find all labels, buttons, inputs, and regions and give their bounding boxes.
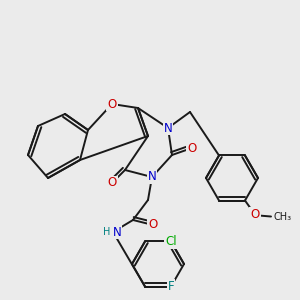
Text: O: O bbox=[188, 142, 196, 154]
Text: O: O bbox=[107, 98, 117, 110]
Text: Cl: Cl bbox=[165, 235, 177, 248]
Text: F: F bbox=[168, 280, 174, 293]
Text: CH₃: CH₃ bbox=[273, 212, 291, 221]
Text: O: O bbox=[107, 176, 117, 190]
Text: O: O bbox=[148, 218, 158, 232]
Text: O: O bbox=[250, 208, 260, 221]
Text: H: H bbox=[103, 227, 111, 237]
Text: N: N bbox=[148, 170, 156, 184]
Text: N: N bbox=[112, 226, 122, 238]
Text: N: N bbox=[164, 122, 172, 134]
